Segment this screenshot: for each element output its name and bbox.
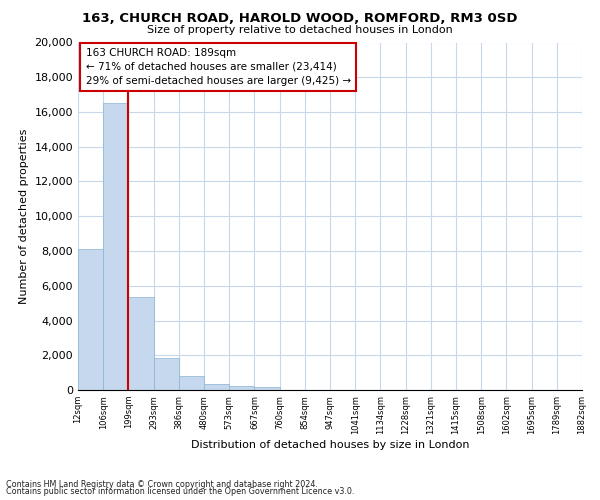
Text: Size of property relative to detached houses in London: Size of property relative to detached ho… bbox=[147, 25, 453, 35]
Text: Contains HM Land Registry data © Crown copyright and database right 2024.: Contains HM Land Registry data © Crown c… bbox=[6, 480, 318, 489]
Bar bbox=[154, 358, 179, 390]
Bar bbox=[78, 250, 103, 390]
Text: 163, CHURCH ROAD, HAROLD WOOD, ROMFORD, RM3 0SD: 163, CHURCH ROAD, HAROLD WOOD, ROMFORD, … bbox=[82, 12, 518, 26]
Bar bbox=[254, 386, 280, 390]
Bar bbox=[128, 297, 154, 390]
Bar bbox=[204, 384, 229, 390]
Bar bbox=[179, 376, 204, 390]
X-axis label: Distribution of detached houses by size in London: Distribution of detached houses by size … bbox=[191, 440, 469, 450]
Y-axis label: Number of detached properties: Number of detached properties bbox=[19, 128, 29, 304]
Bar bbox=[229, 386, 254, 390]
Text: 163 CHURCH ROAD: 189sqm
← 71% of detached houses are smaller (23,414)
29% of sem: 163 CHURCH ROAD: 189sqm ← 71% of detache… bbox=[86, 48, 350, 86]
Text: Contains public sector information licensed under the Open Government Licence v3: Contains public sector information licen… bbox=[6, 487, 355, 496]
Bar bbox=[103, 104, 128, 390]
